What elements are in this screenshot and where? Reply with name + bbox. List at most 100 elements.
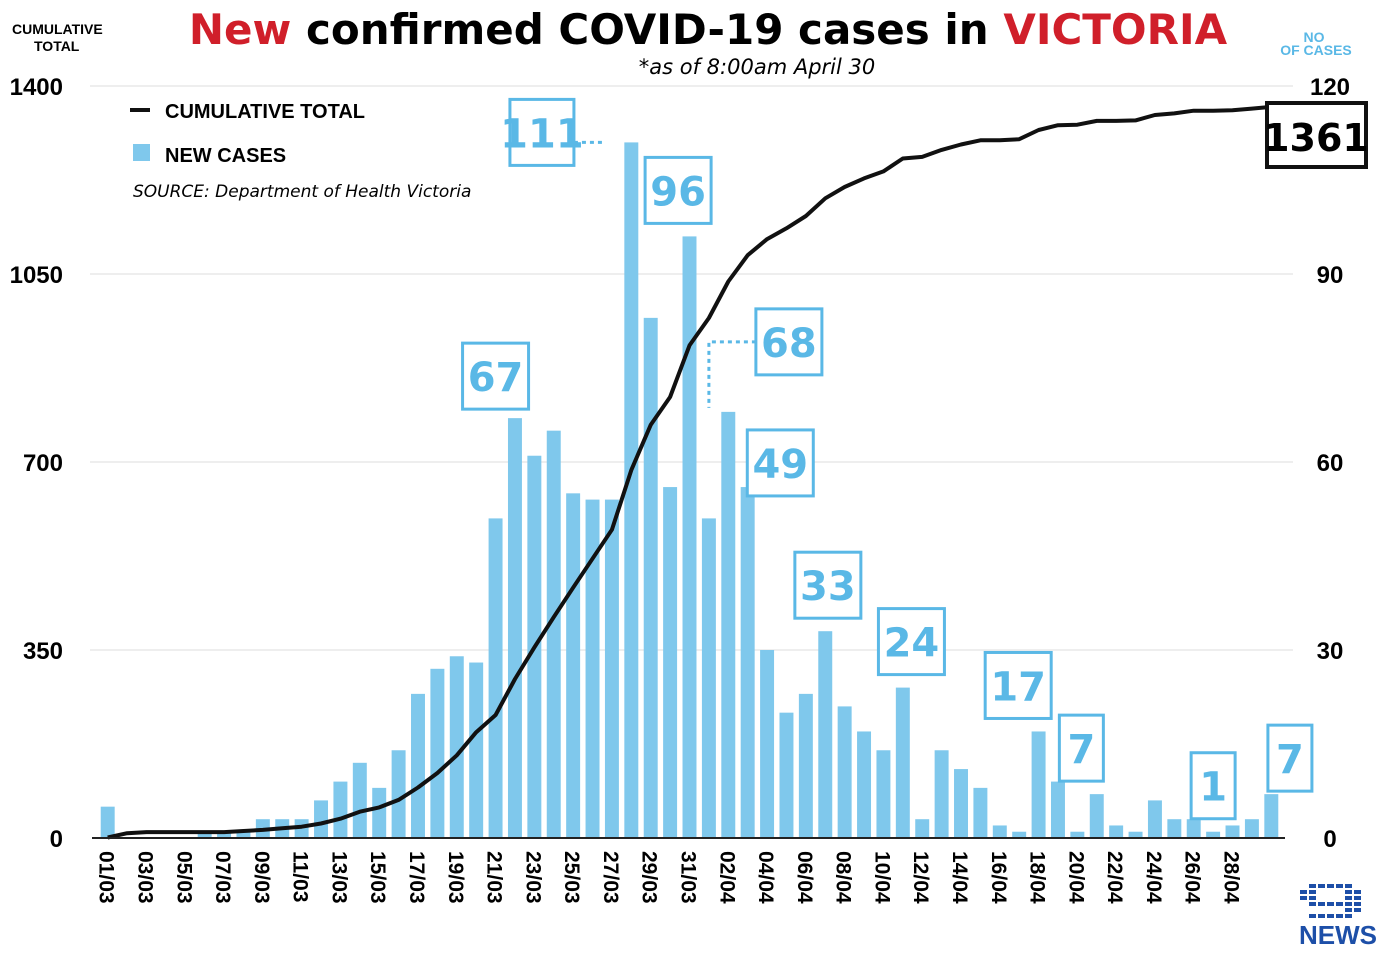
- final-total-label: 1361: [1263, 116, 1369, 160]
- logo-dot: [1336, 902, 1343, 906]
- callout-value: 7: [1276, 737, 1304, 783]
- new-cases-bar: [1089, 794, 1104, 838]
- new-cases-bar: [895, 687, 910, 838]
- x-axis-tick-label: 26/04: [1181, 851, 1204, 904]
- x-axis-tick-label: 17/03: [405, 851, 428, 904]
- new-cases-bar: [566, 493, 581, 838]
- new-cases-bar: [469, 662, 484, 838]
- legend-line-swatch: [130, 108, 150, 112]
- logo-dot: [1345, 896, 1352, 900]
- callout-box: 49: [745, 428, 815, 498]
- logo-dot: [1354, 896, 1361, 900]
- callout-value: 111: [500, 111, 584, 157]
- cumulative-line: [107, 104, 1272, 840]
- callout-box: 33: [793, 550, 863, 620]
- new-cases-bar: [352, 762, 367, 838]
- logo-dot: [1300, 890, 1307, 894]
- left-axis-tick-label: 1050: [10, 262, 63, 289]
- new-cases-bar: [507, 418, 522, 838]
- new-cases-bar: [740, 487, 755, 838]
- x-axis-tick-label: 05/03: [172, 851, 195, 904]
- new-cases-bar: [1244, 819, 1259, 838]
- callout-box: 67: [461, 341, 531, 411]
- x-axis-tick-label: 21/03: [483, 851, 506, 904]
- new-cases-bar: [1070, 831, 1085, 838]
- callout-box: 7: [1057, 713, 1105, 783]
- nine-news-logo: NEWS: [1299, 884, 1377, 950]
- left-axis-tick-label: 1400: [10, 74, 63, 101]
- news-wordmark: NEWS: [1299, 920, 1377, 950]
- callout-value: 49: [752, 442, 808, 488]
- legend-source: SOURCE: Department of Health Victoria: [133, 182, 471, 202]
- logo-dot: [1345, 902, 1352, 906]
- legend: CUMULATIVE TOTAL NEW CASES SOURCE: Depar…: [130, 101, 471, 202]
- new-cases-bar: [314, 800, 329, 838]
- x-axis-tick-label: 07/03: [211, 851, 234, 904]
- x-axis-tick-label: 29/03: [638, 851, 661, 904]
- x-axis-tick-label: 08/04: [832, 851, 855, 904]
- new-cases-bar: [430, 668, 445, 838]
- new-cases-bar: [391, 750, 406, 838]
- x-axis-tick-label: 15/03: [366, 851, 389, 904]
- x-axis-tick-label: 19/03: [444, 851, 467, 904]
- new-cases-bar: [624, 142, 639, 838]
- title-suffix: VICTORIA: [1003, 5, 1227, 54]
- logo-dot: [1300, 896, 1307, 900]
- x-axis-tick-label: 28/04: [1220, 851, 1243, 904]
- legend-cumulative-label: CUMULATIVE TOTAL: [165, 101, 365, 123]
- left-axis-title-line1: CUMULATIVE: [12, 21, 103, 37]
- new-cases-bar: [954, 769, 968, 838]
- x-axis-tick-label: 09/03: [250, 851, 273, 904]
- x-axis-tick-label: 24/04: [1142, 851, 1165, 904]
- x-axis-tick-label: 14/04: [948, 851, 971, 904]
- right-axis-tick-label: 30: [1317, 638, 1344, 665]
- new-cases-bar: [779, 712, 794, 838]
- logo-dot: [1354, 902, 1361, 906]
- x-axis-tick-label: 22/04: [1103, 851, 1126, 904]
- logo-dot: [1345, 890, 1352, 894]
- logo-dot: [1318, 884, 1325, 888]
- new-cases-bar: [1050, 781, 1065, 838]
- new-cases-bar: [488, 518, 503, 838]
- right-axis-tick-label: 60: [1317, 450, 1344, 477]
- right-axis-title-line1: NO: [1304, 29, 1325, 45]
- chart-title: New confirmed COVID-19 cases in VICTORIA: [189, 5, 1228, 54]
- new-cases-bar: [798, 693, 813, 838]
- logo-dot: [1345, 884, 1352, 888]
- logo-dot: [1318, 902, 1325, 906]
- new-cases-bar: [236, 831, 251, 838]
- new-cases-bar: [857, 731, 872, 838]
- logo-dot: [1336, 914, 1343, 918]
- new-cases-bar: [1206, 831, 1221, 838]
- new-cases-bar: [1031, 731, 1046, 838]
- right-axis-tick-label: 120: [1310, 74, 1350, 101]
- new-cases-bar: [643, 317, 658, 838]
- left-axis-title-line2: TOTAL: [34, 38, 80, 54]
- logo-dot: [1309, 896, 1316, 900]
- callout-box: 7: [1266, 723, 1314, 793]
- new-cases-bar: [1264, 794, 1279, 838]
- new-cases-bar: [701, 518, 716, 838]
- new-cases-bar: [760, 650, 775, 838]
- new-cases-bar: [1225, 825, 1240, 838]
- new-cases-bar: [1147, 800, 1162, 838]
- right-axis-tick-label: 0: [1323, 826, 1336, 853]
- new-cases-bar: [546, 430, 561, 838]
- title-middle: confirmed COVID-19 cases in: [291, 5, 1003, 54]
- new-cases-bar: [333, 781, 348, 838]
- callout-value: 96: [650, 169, 706, 215]
- callout-value: 24: [884, 621, 940, 667]
- new-cases-bar: [100, 806, 115, 838]
- final-total-box: [1265, 101, 1368, 169]
- new-cases-bar: [372, 787, 387, 838]
- callout-box: 24: [876, 607, 946, 677]
- x-axis-tick-label: 20/04: [1064, 851, 1087, 904]
- left-axis: 0 350 700 1050 1400: [10, 74, 63, 853]
- logo-dot: [1327, 902, 1334, 906]
- left-axis-tick-label: 350: [23, 638, 63, 665]
- right-axis: 0 30 60 90 120: [1310, 74, 1350, 853]
- x-axis-tick-label: 11/03: [289, 851, 312, 902]
